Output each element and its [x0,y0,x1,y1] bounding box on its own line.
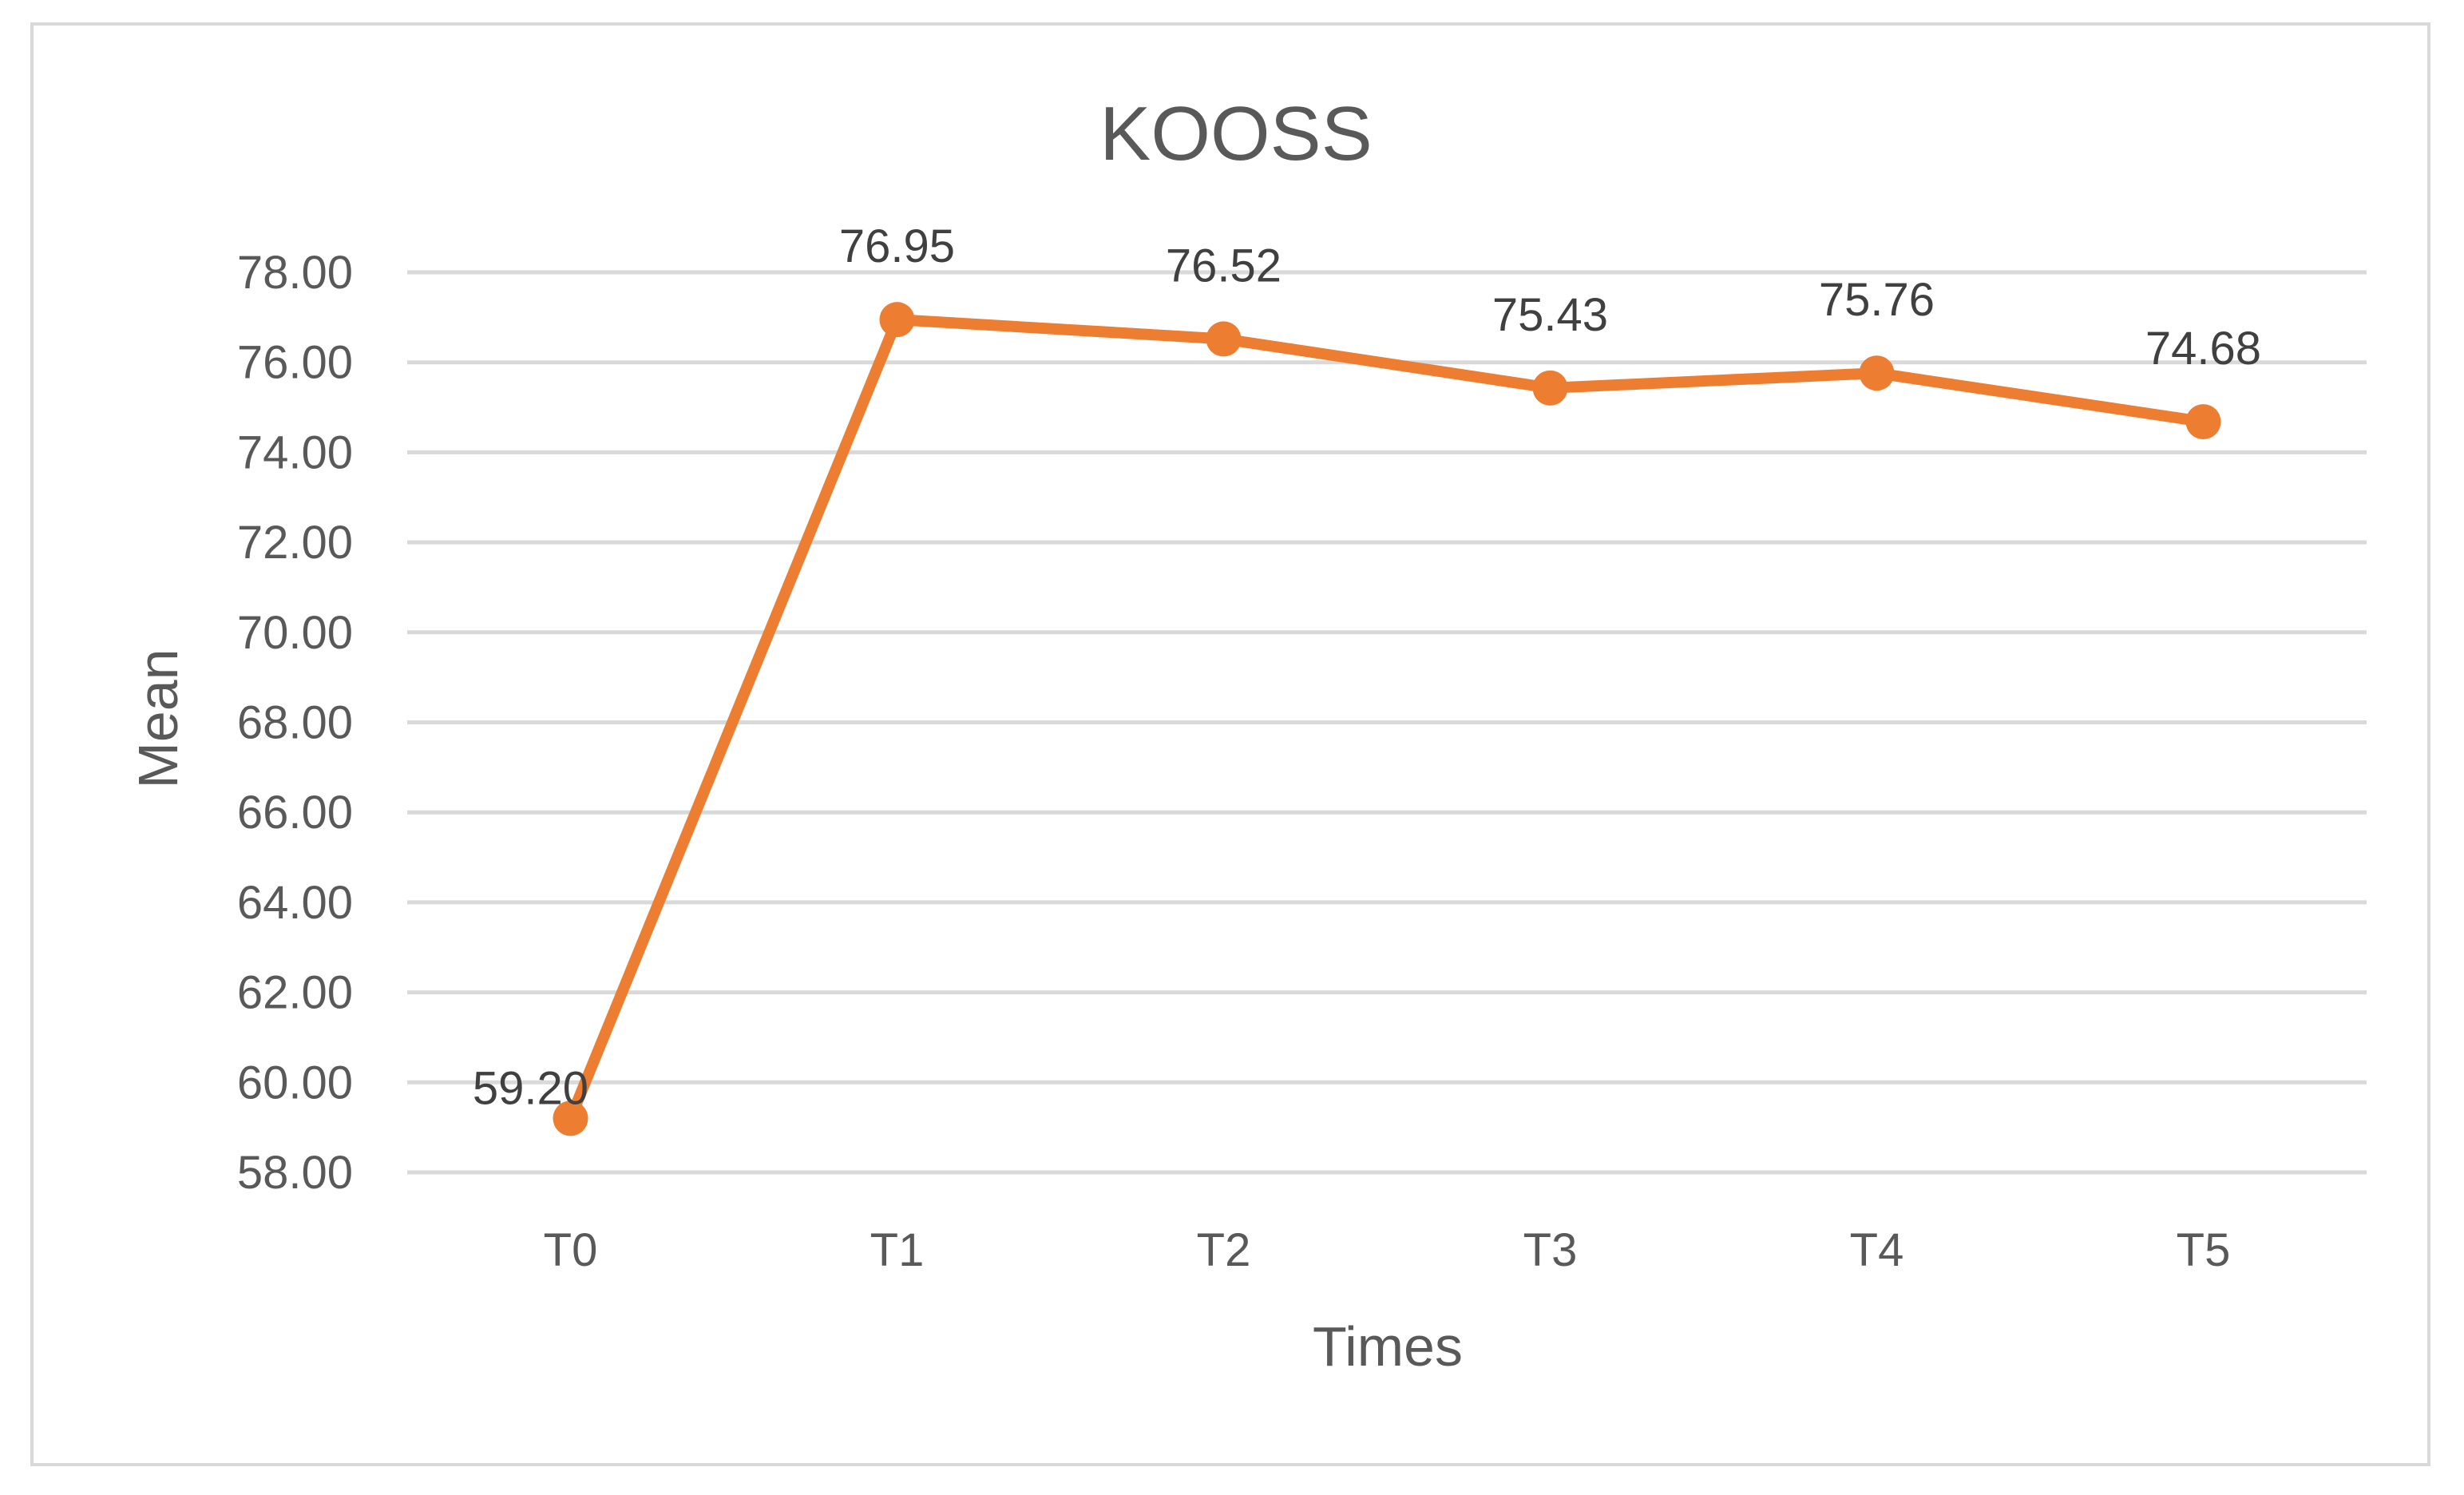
data-point [1532,370,1568,406]
x-axis-title: Times [1313,1315,1463,1378]
y-tick-label: 76.00 [237,337,353,389]
x-tick-label: T0 [544,1224,598,1276]
data-labels: 59.20 76.95 76.52 75.43 75.76 74.68 [473,220,2261,1114]
data-label: 59.20 [473,1062,588,1114]
y-tick-label: 62.00 [237,967,353,1019]
y-axis-title: Mean [127,648,189,788]
data-point [879,302,915,338]
series-line [565,314,2209,1124]
y-tick-label: 58.00 [237,1147,353,1199]
chart-frame [30,22,2430,1466]
y-tick-label: 66.00 [237,787,353,839]
data-label: 76.52 [1166,240,1282,291]
data-label: 76.95 [839,220,955,272]
chart-title: KOOSS [1099,91,1372,176]
data-point [1859,355,1895,391]
y-tick-label: 60.00 [237,1057,353,1108]
data-point [1206,321,1242,357]
data-point [2185,404,2221,440]
y-tick-label: 72.00 [237,517,353,569]
y-tick-label: 68.00 [237,697,353,749]
y-tick-label: 78.00 [237,247,353,299]
series-layer [553,302,2221,1136]
y-tick-label: 70.00 [237,607,353,659]
x-tick-label: T3 [1523,1224,1578,1276]
data-label: 74.68 [2145,323,2261,375]
y-axis-ticks: 58.00 60.00 62.00 64.00 66.00 68.00 70.00 72.00… [237,247,353,1199]
data-point [553,1100,588,1136]
x-tick-label: T1 [870,1224,925,1276]
y-tick-label: 74.00 [237,426,353,478]
data-label: 75.43 [1492,289,1608,341]
data-label: 75.76 [1819,274,1935,326]
x-tick-label: T4 [1850,1224,1904,1276]
x-axis-ticks: T0 T1 T2 T3 T4 T5 [544,1224,2231,1276]
x-tick-label: T2 [1197,1224,1251,1276]
x-tick-label: T5 [2177,1224,2231,1276]
y-tick-label: 64.00 [237,877,353,929]
